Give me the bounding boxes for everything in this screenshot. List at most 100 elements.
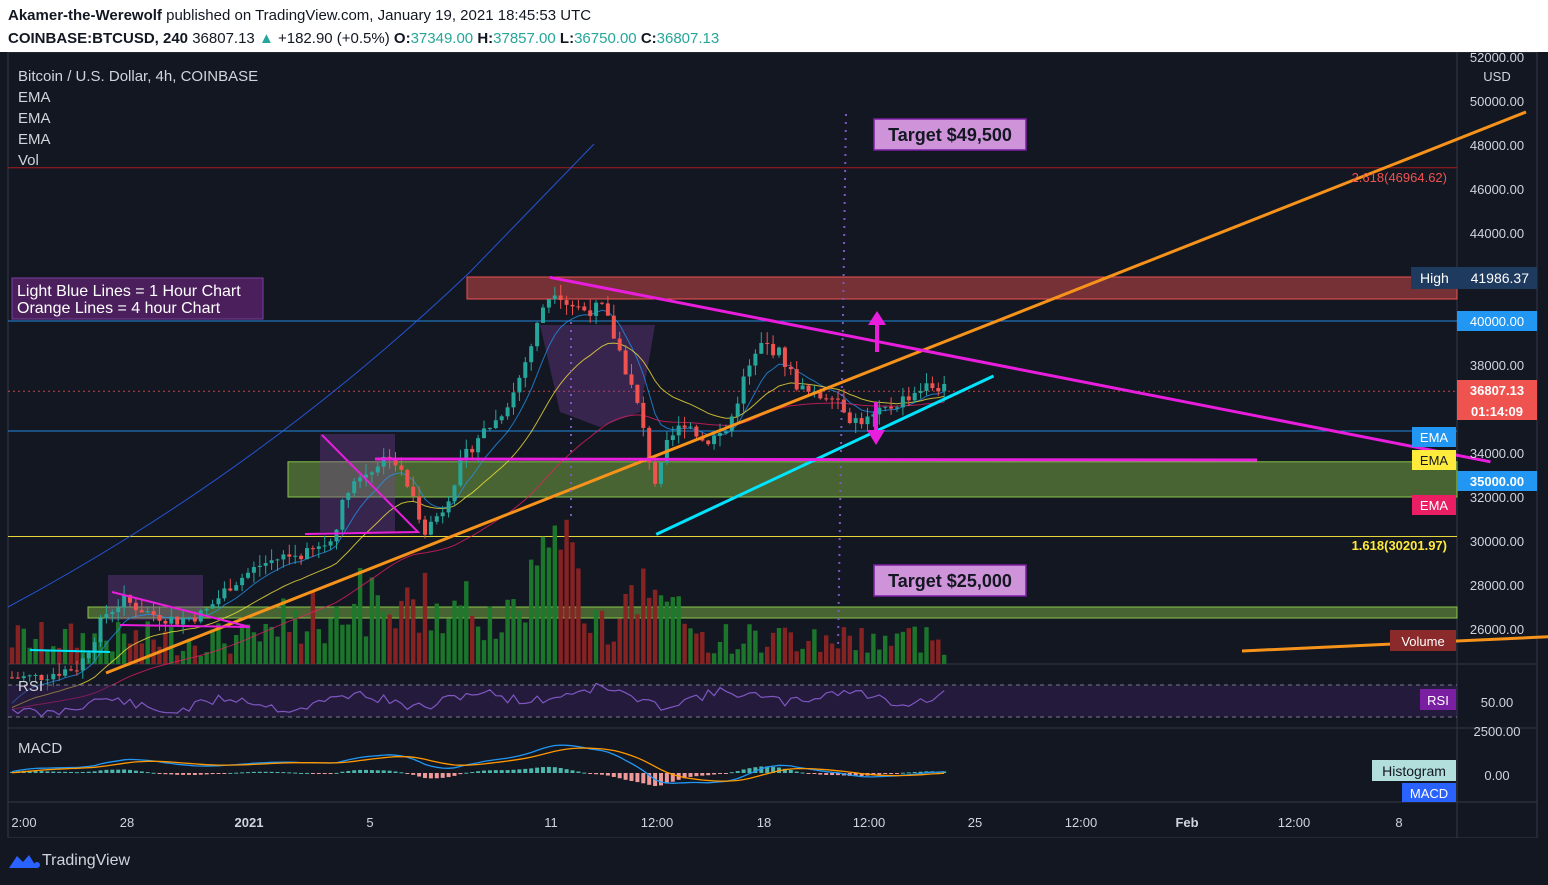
target-up-box[interactable]: Target $49,500 — [873, 118, 1027, 151]
macd-hist-bar — [411, 773, 416, 775]
volume-bar — [859, 627, 864, 664]
volume-bar — [51, 646, 56, 664]
volume-bar — [234, 634, 239, 664]
volume-bar — [210, 629, 215, 664]
price-tick-0: 52000.00 — [1470, 52, 1524, 65]
volume-bar — [765, 646, 770, 664]
ema-tag-blue: EMA — [1412, 427, 1456, 447]
candle-body — [564, 300, 569, 305]
legend-ema-1[interactable]: EMA — [18, 89, 51, 106]
candle-body — [86, 652, 91, 659]
macd-hist-bar — [234, 772, 239, 774]
legend-ema-2[interactable]: EMA — [18, 110, 51, 127]
candle-body — [529, 346, 534, 363]
volume-bar — [759, 652, 764, 664]
svg-text:35000.00: 35000.00 — [1470, 474, 1524, 489]
volume-bar — [110, 651, 115, 664]
candle-body — [523, 362, 528, 378]
high-tag: High 41986.37 — [1411, 267, 1537, 289]
macd-hist-bar — [393, 771, 398, 773]
candle-body — [889, 406, 894, 409]
macd-hist-bar — [788, 769, 793, 773]
candle-body — [187, 617, 191, 619]
macd-hist-bar — [80, 771, 85, 773]
volume-bar — [794, 651, 799, 664]
target-down-box[interactable]: Target $25,000 — [873, 564, 1027, 597]
macd-hist-bar — [328, 773, 333, 774]
volume-bar — [416, 632, 422, 664]
volume-bar — [841, 627, 847, 664]
rsi-line — [11, 682, 945, 718]
volume-bar — [847, 635, 852, 664]
macd-hist-bar — [405, 773, 410, 774]
candle-body — [806, 385, 811, 392]
candle-body — [706, 440, 711, 445]
volume-bar — [676, 596, 681, 664]
candle-body — [688, 426, 693, 428]
volume-bar — [493, 638, 498, 664]
candle-body — [794, 369, 799, 390]
candle-body — [151, 611, 156, 615]
fib-upper-label: 2.618(46964.62) — [1352, 170, 1447, 185]
volume-bar — [558, 549, 563, 664]
candle-body — [204, 608, 209, 611]
macd-hist-bar — [729, 772, 734, 774]
volume-bar — [529, 559, 534, 664]
volume-bar — [222, 643, 227, 664]
high-label: H: — [477, 30, 494, 47]
macd-hist-bar — [322, 773, 327, 774]
low-value: 36750.00 — [574, 30, 637, 47]
macd-hist-bar — [27, 770, 32, 773]
time-tick-7: 12:00 — [853, 815, 886, 830]
candle-body — [499, 416, 504, 421]
author-name[interactable]: Akamer-the-Werewolf — [8, 7, 162, 24]
currency-label[interactable]: USD — [1483, 69, 1510, 84]
macd-hist-bar — [487, 770, 492, 773]
candle-body — [428, 521, 433, 535]
zone-green-1 — [287, 461, 1458, 498]
candle-body — [670, 435, 675, 441]
ema-layer — [11, 309, 945, 710]
candle-body — [464, 448, 469, 460]
candle-body — [600, 302, 604, 304]
tradingview-logo-icon[interactable] — [7, 852, 47, 872]
macd-hist-bar — [782, 768, 787, 773]
legend-ema-3[interactable]: EMA — [18, 131, 51, 148]
chart-canvas[interactable]: Target $49,500 Target $25,000 Light Blue… — [0, 52, 1548, 838]
volume-bar — [304, 631, 310, 664]
candle-body — [116, 607, 121, 613]
note-box[interactable]: Light Blue Lines = 1 Hour Chart Orange L… — [11, 277, 264, 320]
candle-body — [39, 674, 44, 681]
triangle-pattern-2 — [304, 434, 421, 535]
candle-body — [222, 588, 227, 599]
volume-bar — [411, 599, 416, 664]
macd-hist-bar — [151, 772, 156, 774]
tradingview-brand[interactable]: TradingView — [42, 852, 131, 869]
macd-hist-bar — [92, 771, 97, 773]
candle-body — [476, 438, 481, 453]
macd-hist-bar — [794, 771, 799, 773]
cyan-line-small — [29, 649, 111, 653]
volume-bar — [375, 595, 380, 664]
trendline-magenta-1 — [549, 275, 1491, 464]
volume-bar — [782, 627, 788, 664]
macd-hist-bar — [452, 773, 457, 776]
volume-bar — [800, 648, 805, 664]
macd-hist-bar — [192, 773, 197, 775]
candle-body — [51, 673, 56, 680]
candle-body — [918, 390, 923, 393]
volume-bar — [670, 597, 675, 664]
zone-green-2 — [87, 606, 1458, 619]
volume-bar — [387, 614, 392, 664]
svg-text:EMA: EMA — [1420, 498, 1449, 513]
zone-red-0 — [466, 276, 1458, 300]
candle-body — [411, 486, 416, 497]
volume-bar — [523, 622, 528, 664]
legend-vol[interactable]: Vol — [18, 152, 39, 169]
macd-hist-bar — [128, 769, 132, 773]
candle-body — [240, 577, 245, 586]
svg-text:Histogram: Histogram — [1382, 763, 1446, 779]
macd-hist-bar — [735, 771, 740, 773]
volume-bar — [588, 632, 593, 664]
volume-bar — [316, 629, 321, 664]
